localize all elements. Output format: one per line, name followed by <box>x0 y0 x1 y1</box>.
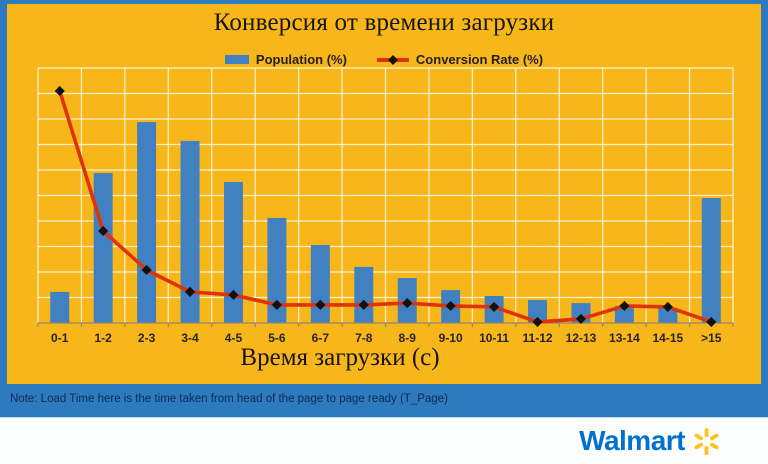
walmart-logo: Walmart <box>579 425 721 457</box>
x-axis-tick-labels: 0-1 1-2 2-3 3-4 4-5 5-6 6-7 7-8 8-9 9-10 10-11 11-1… <box>38 331 733 346</box>
chart-legend: Population (%) Conversion Rate (%) <box>7 52 761 67</box>
x-tick-label: 12-13 <box>565 331 597 345</box>
walmart-wordmark: Walmart <box>579 425 685 456</box>
diamond-marker-icon <box>387 54 398 65</box>
note-text: Note: Load Time here is the time taken f… <box>10 393 448 405</box>
x-tick-label: >15 <box>701 331 722 345</box>
x-tick-label: 9-10 <box>438 331 463 345</box>
x-tick-label: 5-6 <box>268 331 286 345</box>
walmart-spark-icon <box>694 427 719 455</box>
x-tick-label: 3-4 <box>181 331 199 345</box>
x-tick-label: 1-2 <box>94 331 112 345</box>
x-tick-label: 4-5 <box>224 331 243 345</box>
x-tick-label: 6-7 <box>311 331 330 345</box>
conversion-swatch-icon <box>376 54 409 65</box>
legend-conversion-label: Conversion Rate (%) <box>415 52 544 67</box>
x-tick-label: 11-12 <box>522 331 553 345</box>
plot-area <box>37 67 734 330</box>
chart-title: Конверсия от времени загрузки <box>213 9 555 36</box>
x-tick-label: 13-14 <box>609 331 640 345</box>
x-tick-label: 0-1 <box>51 331 69 345</box>
x-tick-label: 2-3 <box>137 331 156 345</box>
x-tick-label: 7-8 <box>355 331 373 345</box>
note-band: Note: Load Time here is the time taken f… <box>0 384 768 417</box>
population-swatch-icon <box>224 55 249 64</box>
legend-item-conversion: Conversion Rate (%) <box>376 52 544 67</box>
x-tick-label: 14-15 <box>652 331 684 345</box>
x-tick-label: 8-9 <box>398 331 416 345</box>
legend-item-population: Population (%) <box>224 52 347 67</box>
legend-population-label: Population (%) <box>255 52 347 67</box>
slide-body: Конверсия от времени загрузки Population… <box>7 4 761 384</box>
x-axis-title: Время загрузки (с) <box>240 344 440 371</box>
x-tick-label: 10-11 <box>479 331 510 345</box>
footer: Walmart <box>0 417 768 464</box>
